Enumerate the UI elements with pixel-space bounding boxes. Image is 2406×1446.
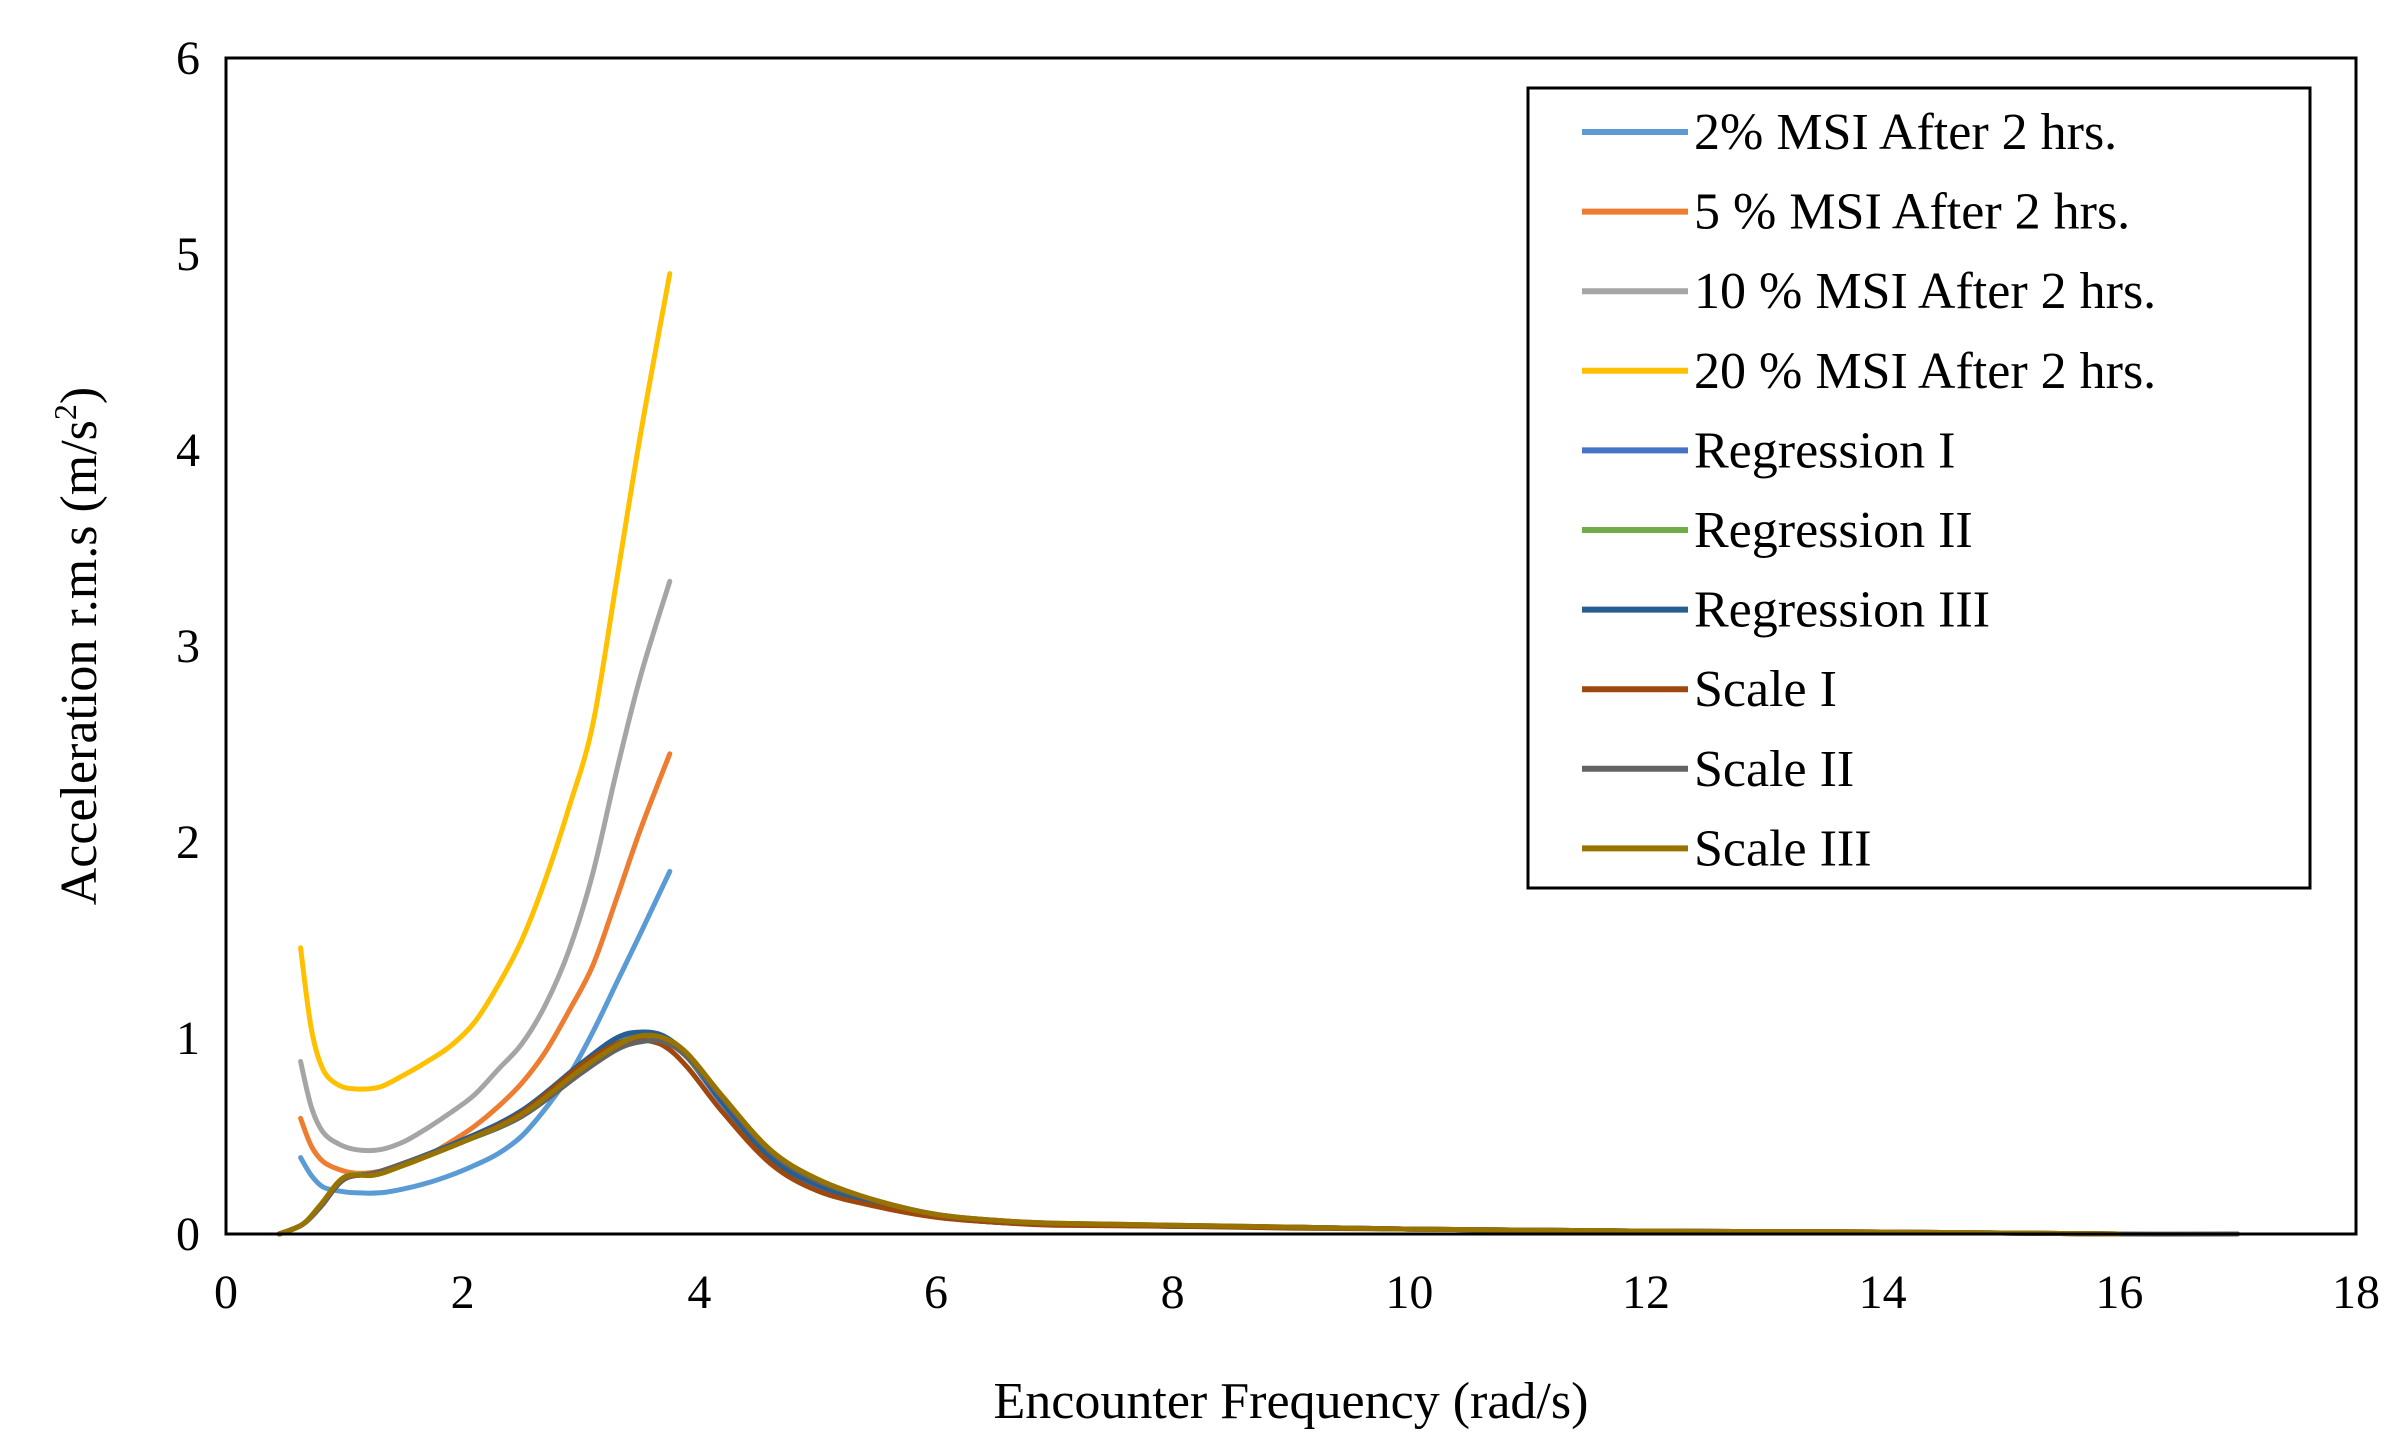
y-tick-label: 1 [176, 1012, 200, 1065]
y-axis-label-main: Acceleration r.m.s (m/s [51, 420, 108, 905]
y-tick-label: 4 [176, 424, 200, 477]
plot-area-frame [224, 56, 2358, 1236]
legend-label: Regression II [1694, 502, 1973, 559]
legend-label: Regression I [1694, 422, 1955, 479]
legend-label: 10 % MSI After 2 hrs. [1694, 263, 2156, 320]
legend-item-1: 2% MSI After 2 hrs. [1582, 104, 2117, 161]
x-tick-label: 0 [214, 1266, 238, 1319]
x-tick-label: 14 [1859, 1266, 1907, 1319]
series-layer [276, 271, 2241, 1237]
y-tick-label: 5 [176, 228, 200, 281]
series-line-4 [298, 271, 673, 1092]
x-tick-label: 6 [924, 1266, 948, 1319]
y-tick-label: 0 [176, 1208, 200, 1261]
legend-box [1526, 86, 2312, 890]
legend: 2% MSI After 2 hrs. 5 % MSI After 2 hrs. 1… [1526, 86, 2312, 890]
legend-label: Scale II [1694, 741, 1854, 798]
y-axis-label-end: ) [51, 387, 108, 404]
x-axis-ticks: 0 2 4 6 8 10 12 14 16 18 [214, 1266, 2380, 1319]
legend-label: 20 % MSI After 2 hrs. [1694, 343, 2156, 400]
x-tick-label: 4 [687, 1266, 711, 1319]
legend-item-6: Regression II [1582, 502, 1973, 559]
legend-label: Scale I [1694, 661, 1837, 718]
legend-item-10: Scale III [1582, 820, 1872, 877]
series-line-10 [276, 1032, 2122, 1237]
x-axis-label: Encounter Frequency (rad/s) [994, 1373, 1589, 1430]
x-tick-label: 12 [1622, 1266, 1670, 1319]
legend-item-4: 20 % MSI After 2 hrs. [1582, 343, 2156, 400]
y-axis-ticks: 0 1 2 3 4 5 6 [176, 32, 200, 1261]
y-tick-label: 2 [176, 816, 200, 869]
legend-item-2: 5 % MSI After 2 hrs. [1582, 184, 2130, 241]
legend-label: 5 % MSI After 2 hrs. [1694, 184, 2130, 241]
y-tick-label: 3 [176, 620, 200, 673]
series-line-2 [298, 751, 673, 1176]
y-tick-label: 6 [176, 32, 200, 85]
x-tick-label: 8 [1161, 1266, 1185, 1319]
legend-item-9: Scale II [1582, 741, 1854, 798]
legend-item-8: Scale I [1582, 661, 1837, 718]
y-axis-label-superscript: 2 [47, 404, 83, 420]
x-tick-label: 2 [451, 1266, 475, 1319]
legend-label: Scale III [1694, 820, 1872, 877]
x-tick-label: 10 [1385, 1266, 1433, 1319]
y-axis-label: Acceleration r.m.s (m/s2) [47, 387, 108, 906]
legend-item-7: Regression III [1582, 582, 1990, 639]
legend-label: Regression III [1694, 582, 1990, 639]
x-tick-label: 16 [2095, 1266, 2143, 1319]
series-line-1 [298, 868, 673, 1196]
legend-item-3: 10 % MSI After 2 hrs. [1582, 263, 2156, 320]
legend-item-5: Regression I [1582, 422, 1955, 479]
x-tick-label: 18 [2332, 1266, 2380, 1319]
series-line-3 [298, 578, 673, 1154]
legend-label: 2% MSI After 2 hrs. [1694, 104, 2117, 161]
